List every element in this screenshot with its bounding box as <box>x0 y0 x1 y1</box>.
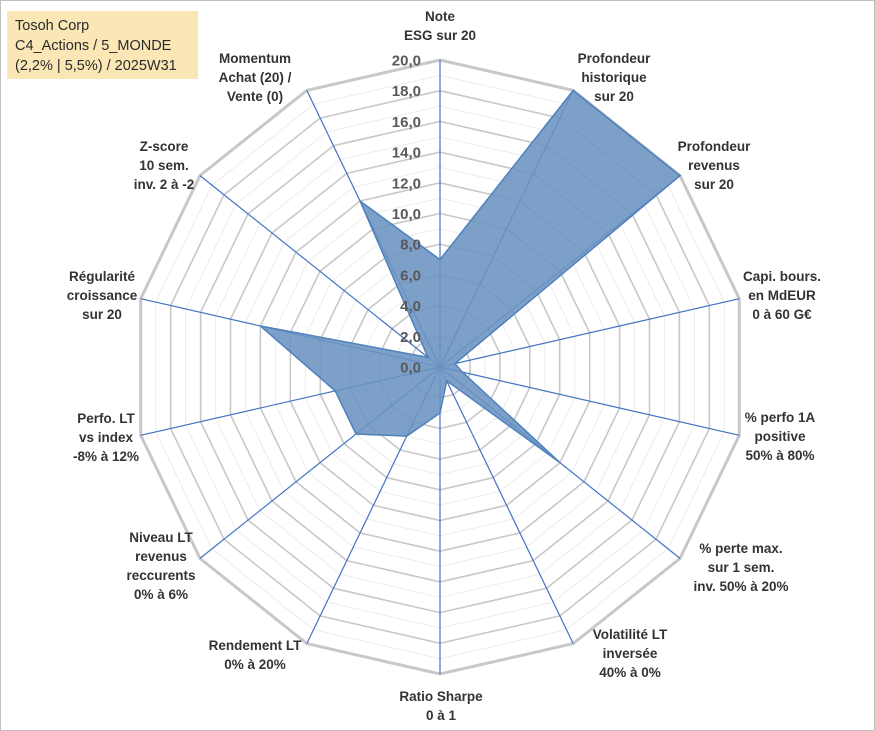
axis-label: Achat (20) / <box>219 70 292 85</box>
axis-label: Momentum <box>219 51 291 66</box>
tick-label: 6,0 <box>400 267 421 284</box>
axis-label: vs index <box>79 430 134 445</box>
tick-label: 18,0 <box>392 83 421 100</box>
axis-label: -8% à 12% <box>73 449 139 464</box>
tick-label: 12,0 <box>392 175 421 192</box>
axis-spoke <box>439 298 740 368</box>
axis-label: reccurents <box>126 568 195 583</box>
axis-label: % perfo 1A <box>745 410 816 425</box>
axis-label: Perfo. LT <box>77 411 135 426</box>
radar-series <box>257 89 682 464</box>
axis-label: revenus <box>688 158 740 173</box>
axis-label: sur 20 <box>594 89 634 104</box>
tick-label: 16,0 <box>392 114 421 131</box>
axis-label: historique <box>581 70 647 85</box>
axis-label: inv. 2 à -2 <box>134 177 195 192</box>
axis-label: inv. 50% à 20% <box>693 579 788 594</box>
axis-label: Niveau LT <box>129 530 193 545</box>
axis-label: Régularité <box>69 269 136 284</box>
axis-label: croissance <box>67 288 138 303</box>
axis-label: 50% à 80% <box>745 448 814 463</box>
radar-tick-labels: 0,0 2,0 4,0 6,0 8,0 10,0 12,0 14,0 16,0 18,0 20,0 <box>392 53 421 377</box>
radar-axis-labels: Note ESG sur 20 Profondeur historique sur 20… <box>67 9 821 723</box>
axis-label: Volatilité LT <box>593 627 668 642</box>
axis-label: Profondeur <box>578 51 651 66</box>
axis-label: 0 à 1 <box>426 708 457 723</box>
axis-label: sur 20 <box>82 307 122 322</box>
tick-label: 10,0 <box>392 206 421 223</box>
axis-label: 40% à 0% <box>599 665 661 680</box>
axis-label: 10 sem. <box>139 158 189 173</box>
tick-label: 2,0 <box>400 329 421 346</box>
tick-label: 4,0 <box>400 298 421 315</box>
header-line-category: C4_Actions / 5_MONDE <box>15 38 172 54</box>
tick-label: 8,0 <box>400 237 421 254</box>
axis-label: 0 à 60 G€ <box>752 307 812 322</box>
axis-label: revenus <box>135 549 187 564</box>
axis-label: inversée <box>603 646 658 661</box>
tick-label: 14,0 <box>392 145 421 162</box>
axis-label: Note <box>425 9 455 24</box>
axis-label: ESG sur 20 <box>404 28 476 43</box>
header-line-company: Tosoh Corp <box>15 18 90 34</box>
chart-header: Tosoh Corp C4_Actions / 5_MONDE (2,2% | … <box>7 11 198 79</box>
axis-label: en MdEUR <box>748 288 816 303</box>
axis-label: 0% à 6% <box>134 587 188 602</box>
axis-spoke <box>199 175 441 368</box>
axis-label: Z-score <box>140 139 189 154</box>
series-area <box>257 89 682 464</box>
axis-label: sur 20 <box>694 177 734 192</box>
axis-label: Rendement LT <box>209 638 303 653</box>
axis-label: positive <box>754 429 806 444</box>
tick-label: 20,0 <box>392 53 421 70</box>
header-line-params: (2,2% | 5,5%) / 2025W31 <box>15 58 177 74</box>
axis-label: Capi. bours. <box>743 269 821 284</box>
axis-label: Profondeur <box>678 139 751 154</box>
axis-spoke <box>439 366 574 644</box>
axis-spoke <box>439 366 740 436</box>
axis-label: 0% à 20% <box>224 657 286 672</box>
axis-label: Ratio Sharpe <box>399 689 483 704</box>
axis-label: % perte max. <box>699 541 782 556</box>
axis-label: sur 1 sem. <box>708 560 775 575</box>
tick-label: 0,0 <box>400 360 421 377</box>
axis-label: Vente (0) <box>227 89 283 104</box>
